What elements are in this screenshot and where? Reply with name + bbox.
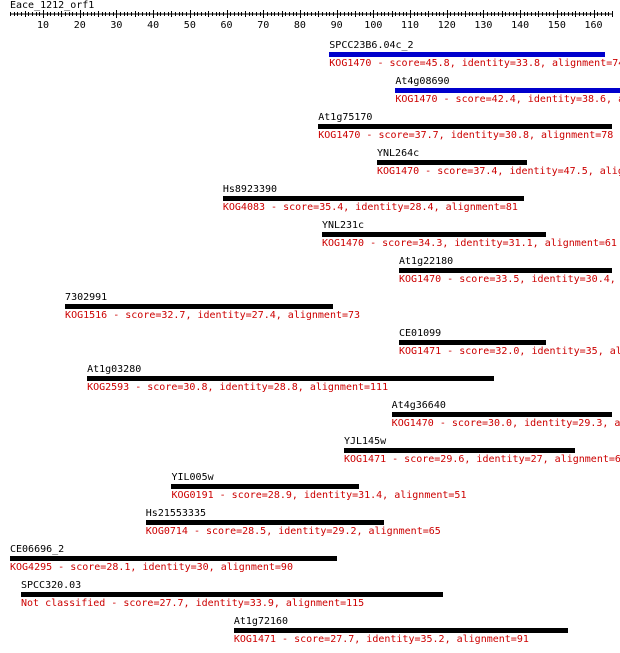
hit-name[interactable]: YJL145w (343, 436, 387, 447)
hit-name[interactable]: At1g72160 (233, 616, 289, 627)
page-title: Eace_1212_orf1 (10, 0, 95, 11)
axis-tick-label: 120 (437, 20, 456, 31)
axis-tick-label: 50 (183, 20, 196, 31)
hit-bar[interactable] (233, 628, 568, 633)
axis-tick-label: 10 (36, 20, 50, 31)
hit-description: Not classified - score=27.7, identity=33… (21, 598, 365, 609)
hit-description: KOG0714 - score=28.5, identity=29.2, ali… (145, 526, 441, 537)
axis-tick-label: 150 (547, 20, 566, 31)
hit-bar[interactable] (321, 232, 546, 237)
hit-description: KOG4083 - score=35.4, identity=28.4, ali… (222, 202, 518, 213)
hit-bar[interactable] (171, 484, 359, 489)
hit-bar[interactable] (399, 340, 546, 345)
axis-tick-label: 140 (511, 20, 530, 31)
hit-name[interactable]: SPCC23B6.04c_2 (329, 40, 414, 51)
hit-bar[interactable] (377, 160, 528, 165)
axis-tick-label: 20 (73, 20, 86, 31)
hit-name[interactable]: SPCC320.03 (21, 580, 82, 591)
hit-name[interactable]: At4g36640 (391, 400, 446, 411)
hit-bar[interactable] (329, 52, 605, 57)
hit-name[interactable]: YNL231c (321, 220, 365, 231)
axis-tick-label: 40 (147, 20, 160, 31)
hit-name[interactable]: At1g22180 (399, 256, 454, 267)
hit-description: KOG2593 - score=30.8, identity=28.8, ali… (87, 382, 389, 393)
hit-bar[interactable] (10, 556, 337, 561)
hit-name[interactable]: YIL005w (171, 472, 214, 483)
hit-description: KOG1471 - score=29.6, identity=27, align… (343, 454, 620, 465)
axis-tick-label: 160 (584, 20, 603, 31)
axis-tick-label: 100 (364, 20, 383, 31)
hit-bar[interactable] (21, 592, 444, 597)
hit-description: KOG1470 - score=37.4, identity=47.5, ali… (377, 166, 620, 177)
hit-name[interactable]: At1g75170 (318, 112, 373, 123)
axis-tick-label: 60 (220, 20, 233, 31)
hit-description: KOG1470 - score=34.3, identity=31.1, ali… (321, 238, 617, 249)
sequence-axis (10, 10, 613, 18)
hit-name[interactable]: At4g08690 (395, 76, 450, 87)
hit-bar[interactable] (87, 376, 495, 381)
hit-name[interactable]: CE01099 (399, 328, 442, 339)
hit-description: KOG1470 - score=33.5, identity=30.4, ali… (399, 274, 620, 285)
axis-tick-label: 110 (400, 20, 420, 31)
hit-bar[interactable] (65, 304, 333, 309)
axis-tick-label: 30 (110, 20, 123, 31)
hit-bar[interactable] (222, 196, 524, 201)
hit-bar[interactable] (145, 520, 385, 525)
hit-description: KOG1470 - score=45.8, identity=33.8, ali… (329, 58, 620, 69)
hit-name[interactable]: Hs21553335 (145, 508, 206, 519)
hit-description: KOG1470 - score=30.0, identity=29.3, ali… (391, 418, 620, 429)
hit-bar[interactable] (399, 268, 612, 273)
hit-bar[interactable] (343, 448, 576, 453)
hit-description: KOG1470 - score=42.4, identity=38.6, ali… (395, 94, 620, 105)
hit-name[interactable]: YNL264c (377, 148, 420, 159)
axis-tick-label: 130 (474, 20, 493, 31)
hit-name[interactable]: CE06696_2 (10, 544, 65, 555)
hit-name[interactable]: At1g03280 (87, 364, 142, 375)
hit-description: KOG1471 - score=32.0, identity=35, align… (399, 346, 620, 357)
hit-bar[interactable] (391, 412, 612, 417)
axis-tick-label: 90 (330, 20, 343, 31)
hit-name[interactable]: Hs8923390 (222, 184, 278, 195)
axis-tick-label: 80 (293, 20, 306, 31)
axis-tick-label: 70 (257, 20, 270, 31)
hit-bar[interactable] (395, 88, 620, 93)
hit-name[interactable]: 7302991 (65, 292, 108, 303)
hit-description: KOG0191 - score=28.9, identity=31.4, ali… (171, 490, 467, 501)
hit-description: KOG1516 - score=32.7, identity=27.4, ali… (65, 310, 361, 321)
hit-description: KOG1470 - score=37.7, identity=30.8, ali… (318, 130, 614, 141)
hit-description: KOG4295 - score=28.1, identity=30, align… (10, 562, 293, 573)
hit-description: KOG1471 - score=27.7, identity=35.2, ali… (233, 634, 529, 645)
hit-bar[interactable] (318, 124, 612, 129)
